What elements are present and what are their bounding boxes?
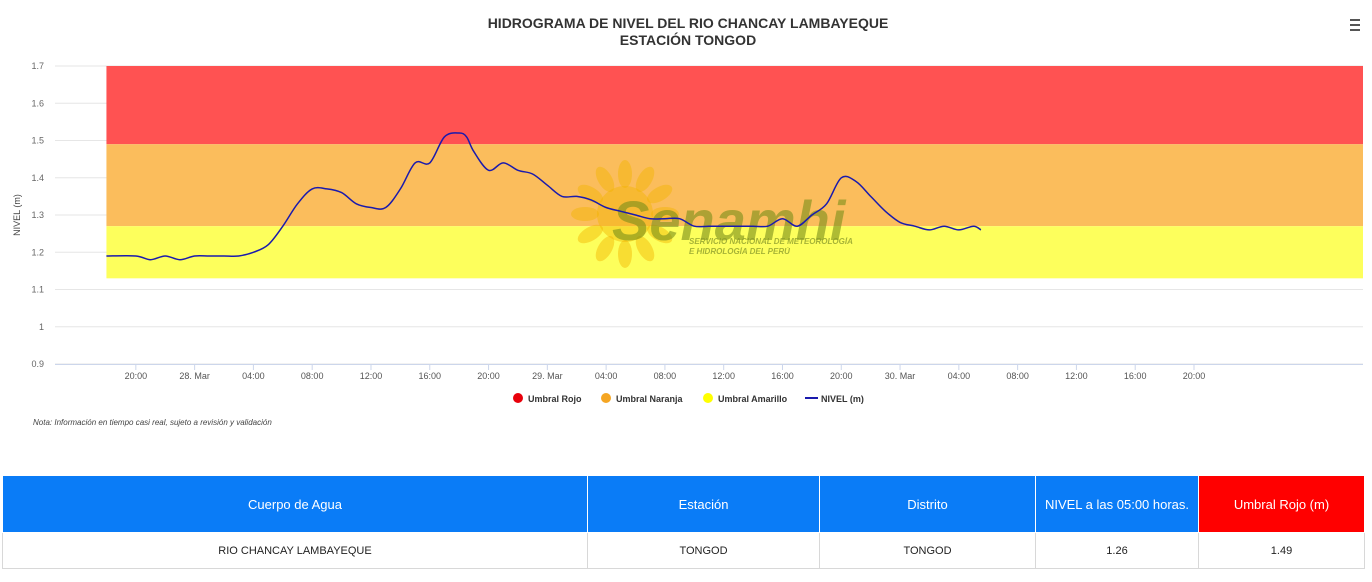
logo-sun-ray xyxy=(577,224,603,244)
hamburger-menu-button[interactable] xyxy=(1346,16,1366,38)
header-distrito: Distrito xyxy=(819,475,1036,533)
y-tick-label: 1.4 xyxy=(31,173,44,183)
x-tick-label: 20:00 xyxy=(830,371,853,381)
x-tick-label: 04:00 xyxy=(595,371,618,381)
header-estacion: Estación xyxy=(587,475,820,533)
x-tick-label: 04:00 xyxy=(242,371,265,381)
series-line-nivel xyxy=(106,132,982,261)
hamburger-icon-bar xyxy=(1350,24,1360,26)
y-tick-label: 1.3 xyxy=(31,210,44,220)
y-axis-label: NIVEL (m) xyxy=(12,194,22,236)
header-nivel: NIVEL a las 05:00 horas. xyxy=(1035,475,1199,533)
y-tick-label: 1.7 xyxy=(31,61,44,71)
x-tick-label: 16:00 xyxy=(418,371,441,381)
logo-sun-ray xyxy=(577,184,603,204)
y-tick-label: 1.2 xyxy=(31,247,44,257)
x-tick-label: 12:00 xyxy=(1065,371,1088,381)
logo-tagline-1: SERVICIO NACIONAL DE METEOROLOGÍA xyxy=(689,237,853,246)
logo-sun-ray xyxy=(647,224,673,244)
table-row: RIO CHANCAY LAMBAYEQUE TONGOD TONGOD 1.2… xyxy=(2,532,1365,569)
hydrograph-chart: HIDROGRAMA DE NIVEL DEL RIO CHANCAY LAMB… xyxy=(12,15,1363,404)
y-tick-label: 1.5 xyxy=(31,136,44,146)
logo-wordmark: Senamhi xyxy=(612,189,847,252)
logo-sun-ray xyxy=(595,236,615,262)
x-tick-label: 16:00 xyxy=(1124,371,1147,381)
y-tick-label: 1.1 xyxy=(31,285,44,295)
legend-label: NIVEL (m) xyxy=(821,394,864,404)
logo-sun-ray xyxy=(618,160,632,188)
logo-sun-ray xyxy=(651,207,679,221)
x-tick-label: 04:00 xyxy=(948,371,971,381)
x-tick-label: 08:00 xyxy=(654,371,677,381)
header-cuerpo-de-agua: Cuerpo de Agua xyxy=(2,475,588,533)
x-tick-label: 16:00 xyxy=(771,371,794,381)
x-tick-label: 28. Mar xyxy=(179,371,210,381)
x-tick-label: 20:00 xyxy=(1183,371,1206,381)
logo-sun-ray xyxy=(635,166,655,192)
cell-estacion: TONGOD xyxy=(587,532,820,569)
x-tick-label: 30. Mar xyxy=(885,371,916,381)
header-umbral-rojo: Umbral Rojo (m) xyxy=(1198,475,1365,533)
legend-symbol-umbral-naranja xyxy=(601,393,611,403)
cell-distrito: TONGOD xyxy=(819,532,1036,569)
x-tick-label: 08:00 xyxy=(1006,371,1029,381)
table-header-row: Cuerpo de Agua Estación Distrito NIVEL a… xyxy=(2,475,1365,533)
x-tick-label: 12:00 xyxy=(360,371,383,381)
logo-sun-ray xyxy=(618,240,632,268)
hamburger-icon-bar xyxy=(1350,29,1360,31)
hamburger-icon xyxy=(1350,19,1360,21)
legend-symbol-umbral-rojo xyxy=(513,393,523,403)
legend-label: Umbral Rojo xyxy=(528,394,582,404)
logo-sun-ray xyxy=(571,207,599,221)
band-umbral-amarillo xyxy=(106,226,1363,279)
chart-canvas: HIDROGRAMA DE NIVEL DEL RIO CHANCAY LAMB… xyxy=(12,15,1363,404)
logo-sun-core xyxy=(597,186,653,242)
logo-tagline-2: E HIDROLOGÍA DEL PERÚ xyxy=(689,247,790,256)
logo-sun-ray xyxy=(635,236,655,262)
legend-label: Umbral Amarillo xyxy=(718,394,788,404)
legend-label: Umbral Naranja xyxy=(616,394,684,404)
cell-cuerpo-de-agua: RIO CHANCAY LAMBAYEQUE xyxy=(2,532,588,569)
note-text: Nota: Información en tiempo casi real, s… xyxy=(33,418,272,427)
y-tick-label: 1 xyxy=(39,322,44,332)
station-table: Cuerpo de Agua Estación Distrito NIVEL a… xyxy=(2,475,1365,569)
x-tick-label: 08:00 xyxy=(301,371,324,381)
band-umbral-naranja xyxy=(106,144,1363,227)
x-tick-label: 29. Mar xyxy=(532,371,563,381)
y-tick-label: 1.6 xyxy=(31,98,44,108)
cell-umbral-rojo: 1.49 xyxy=(1198,532,1365,569)
y-tick-label: 0.9 xyxy=(31,359,44,369)
x-tick-label: 12:00 xyxy=(712,371,735,381)
x-tick-label: 20:00 xyxy=(125,371,148,381)
legend-symbol-umbral-amarillo xyxy=(703,393,713,403)
x-tick-label: 20:00 xyxy=(477,371,500,381)
band-umbral-rojo xyxy=(106,66,1363,145)
cell-nivel: 1.26 xyxy=(1035,532,1199,569)
logo-sun-ray xyxy=(647,184,673,204)
chart-title: HIDROGRAMA DE NIVEL DEL RIO CHANCAY LAMB… xyxy=(488,15,889,31)
logo-sun-ray xyxy=(595,166,615,192)
chart-subtitle: ESTACIÓN TONGOD xyxy=(620,31,756,48)
